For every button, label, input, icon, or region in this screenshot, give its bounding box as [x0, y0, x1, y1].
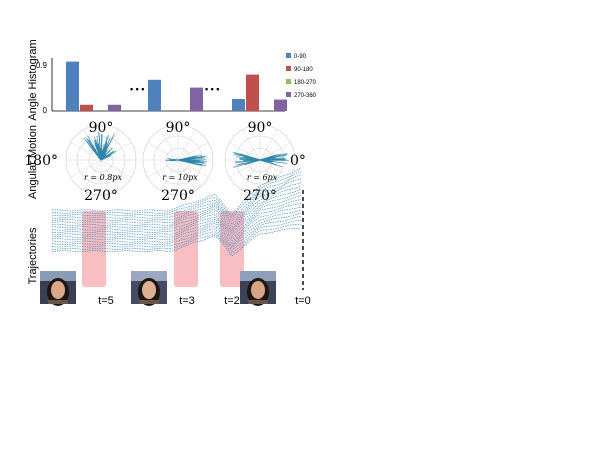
time-label-t5: t=5	[98, 295, 114, 307]
histogram-tick-top: 0.9	[36, 61, 48, 70]
label-angle-histogram: Angle Histogram	[27, 39, 39, 120]
histogram-bar-g3-270-360	[274, 100, 287, 111]
legend-label-270-360: 270-360	[294, 93, 317, 99]
angle-histogram: 0.9 0 • • • • • • 0-90 90-180 180-270 27…	[36, 53, 317, 115]
legend-swatch-0-90	[286, 53, 291, 58]
legend-swatch-90-180	[286, 66, 291, 71]
time-label-t2: t=2	[224, 295, 240, 307]
polar-1-left-label: 180°	[24, 153, 58, 169]
polar-2-bottom-label: 270°	[161, 188, 195, 204]
face-thumbnail-t3	[131, 271, 167, 306]
legend-label-0-90: 0-90	[294, 54, 307, 60]
polar-3-bottom-label: 270°	[243, 188, 277, 204]
time-label-t0: t=0	[295, 295, 311, 307]
legend-swatch-180-270	[286, 79, 291, 84]
polar-2-top-label: 90°	[166, 120, 191, 136]
face-thumbnail-t2	[240, 271, 276, 306]
histogram-bar-g3-0-90	[232, 99, 245, 111]
histogram-tick-bottom: 0	[43, 106, 48, 115]
time-label-t3: t=3	[179, 295, 195, 307]
polar-plot-2: 90° r = 10px 270°	[143, 120, 213, 204]
label-trajectories: Trajectories	[27, 227, 39, 285]
polar-2-radius-label: r = 10px	[162, 173, 198, 182]
polar-3-radius-label: r = 6px	[247, 173, 278, 182]
histogram-ellipsis-2: • • •	[205, 84, 219, 94]
histogram-bar-g2-270-360	[190, 88, 203, 111]
polar-1-top-label: 90°	[89, 120, 114, 136]
polar-3-top-label: 90°	[248, 120, 273, 136]
histogram-bar-g1-0-90	[66, 62, 79, 111]
polar-plot-1: 90° 180° r = 0.8px 270°	[24, 120, 136, 204]
polar-3-right-label: 0°	[290, 153, 306, 169]
histogram-bar-g3-90-180	[246, 75, 259, 111]
legend-label-180-270: 180-270	[294, 80, 317, 86]
histogram-ellipsis-1: • • •	[130, 84, 144, 94]
histogram-bar-g2-0-90	[148, 80, 161, 111]
histogram-legend: 0-90 90-180 180-270 270-360	[286, 53, 317, 99]
polar-1-radius-label: r = 0.8px	[84, 173, 122, 182]
histogram-bar-g1-270-360	[108, 105, 121, 111]
polar-1-bottom-label: 270°	[84, 188, 118, 204]
legend-label-90-180: 90-180	[294, 67, 313, 73]
legend-swatch-270-360	[286, 92, 291, 97]
polar-2-spoke	[148, 143, 178, 161]
histogram-bar-g1-90-180	[80, 105, 93, 111]
face-thumbnail-t5	[40, 271, 76, 306]
